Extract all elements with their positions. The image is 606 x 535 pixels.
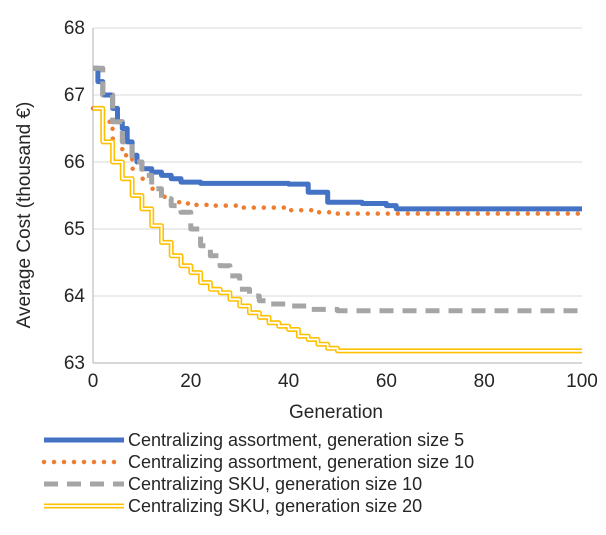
x-tick-label: 80 <box>474 371 495 392</box>
series-line-1 <box>93 65 582 212</box>
legend: Centralizing assortment, generation size… <box>41 430 474 516</box>
y-tick-label: 67 <box>64 85 85 106</box>
x-tick-label: 20 <box>180 371 201 392</box>
y-axis-title: Average Cost (thousand €) <box>14 102 35 329</box>
series-line-3 <box>93 65 582 314</box>
gridlines <box>93 27 582 297</box>
series-line-4 <box>93 105 582 354</box>
legend-label: Centralizing SKU, generation size 20 <box>128 496 422 516</box>
y-tick-label: 63 <box>64 353 85 374</box>
x-tick-label: 40 <box>278 371 299 392</box>
x-tick-label: 60 <box>376 371 397 392</box>
legend-label: Centralizing SKU, generation size 10 <box>128 474 422 494</box>
x-tick-label: 0 <box>88 371 99 392</box>
axes <box>92 28 582 364</box>
legend-item: Centralizing assortment, generation size… <box>44 430 464 450</box>
legend-item: Centralizing SKU, generation size 10 <box>44 474 422 494</box>
legend-label: Centralizing assortment, generation size… <box>128 430 464 450</box>
y-tick-label: 68 <box>64 18 85 39</box>
legend-item: Centralizing assortment, generation size… <box>41 452 474 472</box>
series-lines <box>90 65 585 354</box>
series-line-4-inner <box>93 107 582 352</box>
x-tick-label: 100 <box>566 371 598 392</box>
x-axis-title: Generation <box>289 402 383 423</box>
tick-labels: 63 64 65 66 67 68 0 20 40 60 80 100 <box>64 18 598 392</box>
legend-item: Centralizing SKU, generation size 20 <box>44 496 422 516</box>
legend-label: Centralizing assortment, generation size… <box>128 452 474 472</box>
y-tick-label: 66 <box>64 152 85 173</box>
y-tick-label: 65 <box>64 219 85 240</box>
y-tick-label: 64 <box>64 286 86 307</box>
series-line-2 <box>90 106 585 216</box>
